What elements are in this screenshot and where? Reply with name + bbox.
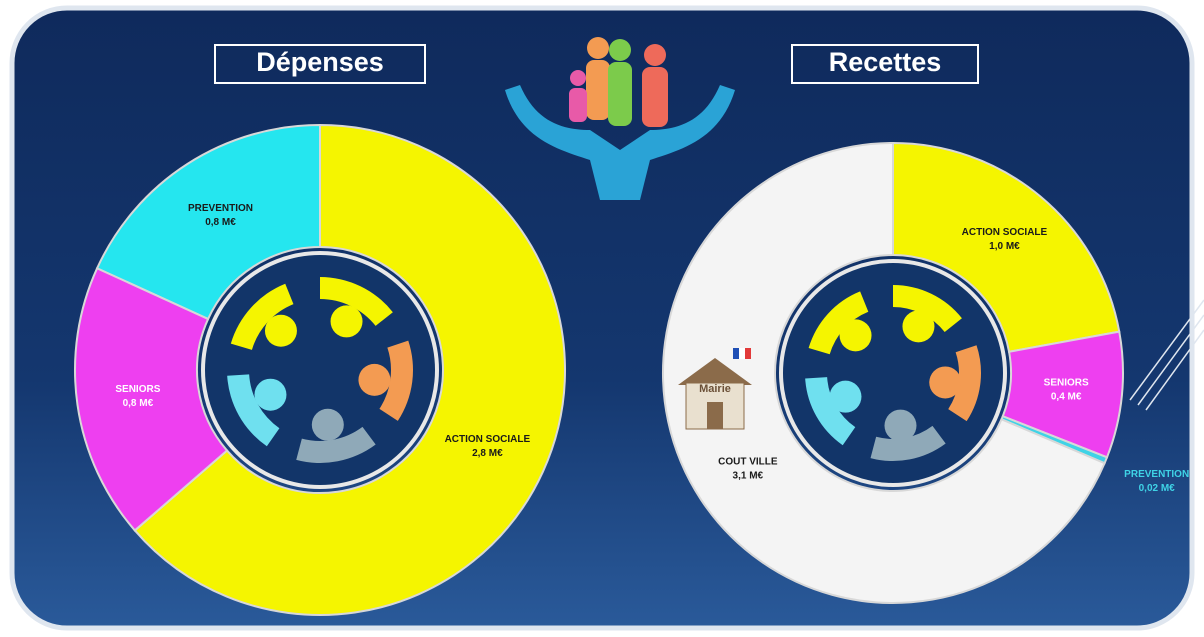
- slice-value-label: 0,8 M€: [123, 398, 154, 409]
- fist-decor: [829, 380, 862, 413]
- hands-decor: [379, 340, 413, 421]
- title-box: [214, 44, 426, 84]
- hands-decor: [948, 345, 981, 422]
- donut-slice: [74, 266, 229, 532]
- house-label: Mairie: [699, 383, 731, 395]
- slice-label: PREVENTION: [1124, 469, 1189, 480]
- fist-decor: [264, 314, 297, 347]
- fist-decor: [839, 319, 872, 352]
- hands-decor: [296, 426, 376, 463]
- hands-decor: [870, 425, 946, 462]
- slice-label: ACTION SOCIALE: [445, 434, 531, 445]
- slice-label: ACTION SOCIALE: [962, 227, 1048, 238]
- donut-slice: [133, 123, 566, 616]
- hands-decor: [227, 374, 280, 447]
- fist-decor: [929, 366, 962, 399]
- slice-value-label: 0,02 M€: [1139, 483, 1176, 494]
- title-box: [791, 44, 979, 84]
- chart-title: Recettes: [829, 47, 942, 77]
- hands-decor: [320, 277, 393, 326]
- slice-value-label: 1,0 M€: [989, 241, 1020, 252]
- slice-value-label: 0,8 M€: [205, 217, 236, 228]
- family-icon: [505, 37, 735, 200]
- slice-value-label: 3,1 M€: [733, 471, 764, 482]
- donut-slice: [892, 141, 1121, 353]
- house-icon: [678, 348, 752, 430]
- slice-label: SENIORS: [115, 384, 160, 395]
- chart-title: Dépenses: [256, 47, 384, 77]
- slice-value-label: 0,4 M€: [1051, 392, 1082, 403]
- fist-decor: [330, 305, 363, 338]
- hands-decor: [230, 283, 294, 350]
- hands-decor: [893, 285, 962, 332]
- donut-slice: [662, 141, 1106, 604]
- fist-decor: [884, 409, 917, 442]
- fist-decor: [902, 310, 935, 343]
- slice-value-label: 2,8 M€: [472, 448, 503, 459]
- hands-decor: [808, 291, 869, 355]
- slice-label: SENIORS: [1044, 378, 1089, 389]
- decor-lines: [1129, 299, 1204, 411]
- fist-decor: [254, 378, 287, 411]
- fist-decor: [358, 363, 391, 396]
- slice-label: PREVENTION: [188, 203, 253, 214]
- slice-label: COUT VILLE: [718, 457, 778, 468]
- donut-slice: [95, 123, 321, 321]
- fist-decor: [311, 408, 344, 441]
- hands-decor: [805, 377, 856, 446]
